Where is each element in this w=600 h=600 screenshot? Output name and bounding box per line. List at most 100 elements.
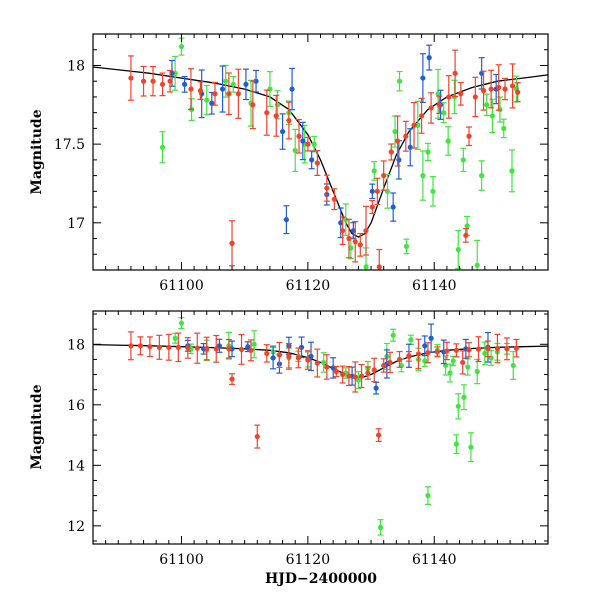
blue-point (209, 100, 215, 106)
red-point (185, 345, 191, 351)
red-point (415, 351, 422, 357)
green-point (430, 188, 436, 194)
green-point (159, 144, 166, 150)
red-point (264, 350, 270, 356)
red-point (286, 353, 292, 359)
blue-point (420, 75, 426, 81)
red-point (369, 204, 375, 210)
model-curve (93, 66, 548, 238)
green-point (461, 394, 467, 400)
blue-point (182, 81, 188, 87)
green-point (230, 81, 236, 87)
y-tick-label: 14 (67, 458, 85, 474)
green-point (408, 337, 414, 343)
blue-point (369, 188, 375, 194)
red-point (466, 133, 472, 139)
red-point (128, 343, 134, 349)
green-point (489, 113, 495, 119)
blue-point (407, 144, 413, 150)
red-point (488, 86, 494, 92)
red-point (324, 185, 330, 191)
red-point (494, 345, 501, 352)
red-point (229, 240, 235, 246)
green-point (474, 368, 480, 375)
x-tick-label: 61100 (159, 552, 204, 568)
blue-point (298, 344, 305, 350)
top-panel-y-axis-label: Magnitude (29, 109, 45, 194)
red-point (396, 356, 403, 363)
green-point (178, 320, 185, 326)
x-axis-label: HJD−2400000 (265, 571, 377, 587)
blue-point (373, 385, 379, 391)
red-point (159, 81, 166, 87)
red-point (394, 138, 401, 144)
blue-point (219, 86, 226, 92)
red-point (150, 78, 156, 84)
green-point (465, 364, 471, 370)
green-point (482, 350, 488, 356)
green-point (371, 168, 377, 174)
blue-point (300, 138, 306, 144)
y-tick-label: 17.5 (54, 137, 85, 153)
blue-point (279, 128, 286, 135)
red-point (212, 91, 218, 97)
green-point (384, 188, 391, 194)
red-point (376, 432, 382, 438)
red-point (466, 347, 472, 353)
red-point (346, 373, 352, 379)
green-point (311, 141, 317, 147)
green-point (460, 157, 466, 163)
red-point (340, 371, 346, 378)
green-point (468, 444, 474, 450)
blue-point (270, 355, 276, 361)
red-point (444, 348, 450, 354)
bottom-panel-x-tick-labels: 61100 61120 61140 (159, 552, 456, 568)
red-point (352, 239, 358, 245)
red-point (504, 346, 510, 352)
green-point (455, 403, 461, 409)
red-point (363, 228, 369, 234)
blue-point (426, 55, 432, 61)
red-point (352, 374, 358, 380)
green-point (377, 524, 384, 530)
red-point (314, 360, 320, 366)
red-point (140, 78, 147, 84)
green-point (390, 332, 396, 338)
red-point (295, 355, 301, 361)
green-point (363, 264, 369, 270)
red-point (463, 232, 469, 238)
green-point (396, 78, 403, 84)
red-point (167, 78, 173, 84)
top-panel-y-tick-labels: 17 17.5 18 (54, 58, 85, 231)
top-panel-x-tick-labels: 61100 61120 61140 (159, 278, 456, 294)
red-point (276, 352, 283, 358)
red-point (406, 353, 412, 359)
blue-point (390, 204, 396, 210)
red-point (324, 364, 330, 370)
blue-point (245, 344, 251, 350)
red-point (472, 94, 478, 100)
green-point (455, 246, 461, 253)
red-point (175, 344, 181, 350)
red-point (357, 242, 363, 248)
green-point (321, 359, 327, 366)
red-point (296, 133, 302, 139)
green-point (392, 128, 398, 135)
bottom-panel: 61100 61120 61140 12 14 16 18 Magnitude HJD−2… (29, 310, 549, 587)
green-point (450, 358, 456, 364)
red-point (502, 86, 508, 92)
red-point (381, 173, 387, 179)
red-point (204, 345, 210, 352)
red-point (346, 235, 352, 242)
red-point (496, 84, 502, 91)
blue-point (428, 335, 434, 341)
red-point (305, 141, 311, 147)
red-point (238, 346, 245, 353)
red-point (480, 88, 487, 94)
red-point (197, 88, 204, 94)
red-point (137, 343, 143, 349)
red-point (229, 376, 235, 382)
blue-point (289, 86, 295, 92)
red-point (166, 344, 172, 350)
red-point (458, 91, 464, 97)
